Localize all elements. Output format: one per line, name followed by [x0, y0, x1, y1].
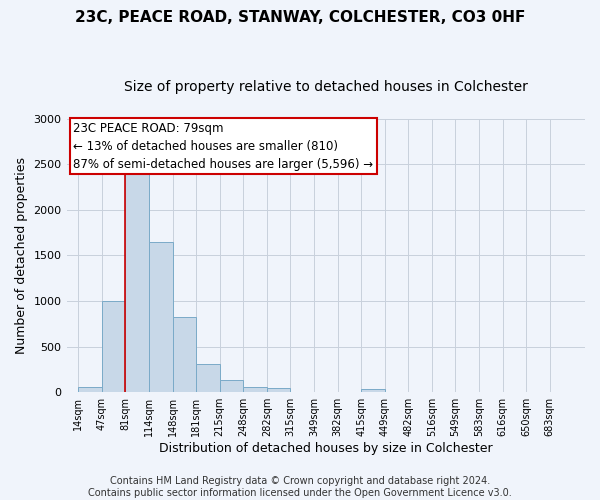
Text: Contains HM Land Registry data © Crown copyright and database right 2024.
Contai: Contains HM Land Registry data © Crown c… [88, 476, 512, 498]
Title: Size of property relative to detached houses in Colchester: Size of property relative to detached ho… [124, 80, 528, 94]
Bar [125, 168, 149, 392]
Bar [149, 242, 173, 392]
Bar [267, 388, 290, 392]
X-axis label: Distribution of detached houses by size in Colchester: Distribution of detached houses by size … [159, 442, 493, 455]
Y-axis label: Number of detached properties: Number of detached properties [15, 157, 28, 354]
Bar [79, 386, 102, 392]
Bar [361, 389, 385, 392]
Bar [220, 380, 243, 392]
Text: 23C PEACE ROAD: 79sqm
← 13% of detached houses are smaller (810)
87% of semi-det: 23C PEACE ROAD: 79sqm ← 13% of detached … [73, 122, 374, 170]
Bar [243, 387, 267, 392]
Bar [196, 364, 220, 392]
Bar [173, 318, 196, 392]
Bar [102, 301, 125, 392]
Text: 23C, PEACE ROAD, STANWAY, COLCHESTER, CO3 0HF: 23C, PEACE ROAD, STANWAY, COLCHESTER, CO… [75, 10, 525, 25]
